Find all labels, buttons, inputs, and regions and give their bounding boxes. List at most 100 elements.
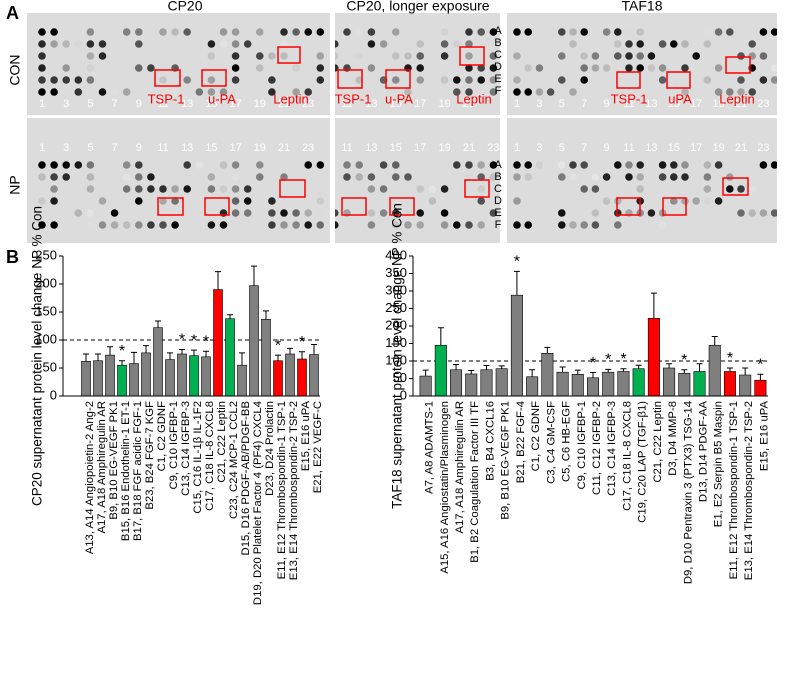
error-bar bbox=[620, 368, 627, 372]
blot-spot bbox=[477, 64, 486, 72]
x-tick-label: E15, E16 uPA bbox=[758, 401, 770, 472]
blot-spot bbox=[195, 88, 204, 96]
column-number: 13 bbox=[645, 98, 657, 110]
blot-spot bbox=[636, 52, 644, 60]
highlight-box bbox=[616, 71, 641, 89]
bar bbox=[81, 360, 91, 397]
column-number: 5 bbox=[559, 98, 565, 110]
blot-spot bbox=[62, 161, 70, 169]
blot-spot bbox=[614, 28, 622, 36]
x-tick-label: B3, B4 CXCL16 bbox=[484, 401, 496, 481]
blot-spot bbox=[489, 185, 498, 193]
blot-spot bbox=[625, 185, 633, 193]
error-bar bbox=[251, 265, 257, 286]
blot-spot bbox=[647, 64, 656, 72]
blot-spot bbox=[74, 40, 83, 48]
blot-spot bbox=[135, 28, 143, 36]
x-tick-label: B1, B2 Coagulation Factor III TF bbox=[469, 401, 481, 563]
blot-spot bbox=[159, 28, 167, 36]
blot-spot bbox=[367, 28, 376, 36]
x-tick-label: D9, D10 Pentraxin 3 (PTX3) TSG-14 bbox=[682, 401, 694, 584]
blot-spot bbox=[159, 221, 167, 229]
bar bbox=[754, 379, 767, 397]
blot-spot bbox=[477, 221, 486, 229]
blot-spot bbox=[681, 40, 689, 48]
column-number: 15 bbox=[668, 98, 680, 110]
blot-spot bbox=[703, 185, 712, 193]
bar bbox=[105, 354, 115, 397]
significance-mark: * bbox=[514, 254, 520, 271]
blot-spot bbox=[465, 64, 473, 72]
blot-spot bbox=[614, 40, 622, 48]
x-tick-label: E11, E12 Thrombospondin-1 TSP-1 bbox=[728, 401, 740, 579]
blot-spot bbox=[110, 221, 119, 229]
column-number: 11 bbox=[623, 98, 634, 110]
error-bar bbox=[498, 365, 505, 369]
error-bar bbox=[635, 364, 642, 369]
error-bar bbox=[311, 343, 317, 355]
blot-spot bbox=[453, 185, 461, 193]
bar bbox=[480, 369, 493, 397]
blot-spot bbox=[280, 221, 288, 229]
row-letter: E bbox=[494, 207, 501, 219]
significance-mark: * bbox=[727, 350, 733, 367]
blot-spot bbox=[50, 185, 58, 193]
blot-spot bbox=[219, 88, 228, 96]
error-bar bbox=[227, 314, 233, 319]
blot-spot bbox=[453, 161, 461, 169]
error-bar bbox=[143, 345, 149, 353]
x-tick-label: C17, C18 IL-8 CXCL8 bbox=[204, 401, 216, 511]
blot-spot bbox=[392, 52, 400, 60]
highlight-box bbox=[204, 197, 230, 216]
blot-spot bbox=[316, 28, 325, 36]
blot-spot bbox=[614, 221, 622, 229]
blot-spot bbox=[207, 40, 216, 48]
blot-spot bbox=[255, 52, 264, 60]
bar bbox=[273, 360, 283, 397]
bar bbox=[153, 327, 163, 397]
blot-spot bbox=[465, 173, 473, 181]
blot-spot bbox=[748, 209, 756, 217]
bar bbox=[165, 359, 175, 397]
blot-spot bbox=[770, 161, 777, 169]
bar bbox=[189, 355, 199, 397]
box-label: Leptin bbox=[456, 91, 491, 106]
column-number: 11 bbox=[341, 98, 352, 110]
blot-spot bbox=[292, 88, 300, 96]
blot-spot bbox=[714, 197, 723, 205]
blot-spot bbox=[524, 161, 532, 169]
bar bbox=[201, 356, 211, 397]
blot-spot bbox=[591, 52, 600, 60]
error-bar bbox=[468, 369, 475, 374]
highlight-box bbox=[201, 69, 227, 87]
blot-spot bbox=[207, 173, 216, 181]
error-bar bbox=[437, 327, 444, 346]
box-label: u-PA bbox=[208, 91, 236, 106]
blot-spot bbox=[558, 28, 566, 36]
error-bar bbox=[605, 368, 612, 373]
bar bbox=[541, 352, 554, 397]
highlight-box bbox=[157, 197, 184, 216]
row-letter: B bbox=[494, 171, 501, 183]
error-bar bbox=[742, 367, 749, 375]
error-bar bbox=[155, 320, 161, 328]
blot-spot bbox=[440, 209, 449, 217]
y-tick-label: 200 bbox=[385, 317, 407, 332]
blot-spot bbox=[416, 52, 425, 60]
blot-spot bbox=[658, 40, 667, 48]
blot-spot bbox=[428, 185, 437, 193]
blot-spot bbox=[98, 197, 107, 205]
row-letter: D bbox=[494, 61, 502, 73]
x-tick-label: C3, C4 GM-CSF bbox=[545, 401, 557, 484]
blot-spot bbox=[50, 28, 58, 36]
blot-spot bbox=[38, 52, 46, 60]
blot-spot bbox=[681, 197, 689, 205]
blot-spot bbox=[50, 161, 58, 169]
blot-spot bbox=[513, 28, 521, 36]
x-tick-label: B9, B10 EG-VEGF PK1 bbox=[108, 401, 120, 520]
x-tick-label: B9, B10 EG-VEGF PK1 bbox=[500, 401, 512, 520]
blot-background bbox=[335, 13, 500, 115]
blot-spot bbox=[759, 209, 768, 217]
blot-spot bbox=[135, 161, 143, 169]
blot-spot bbox=[703, 28, 712, 36]
